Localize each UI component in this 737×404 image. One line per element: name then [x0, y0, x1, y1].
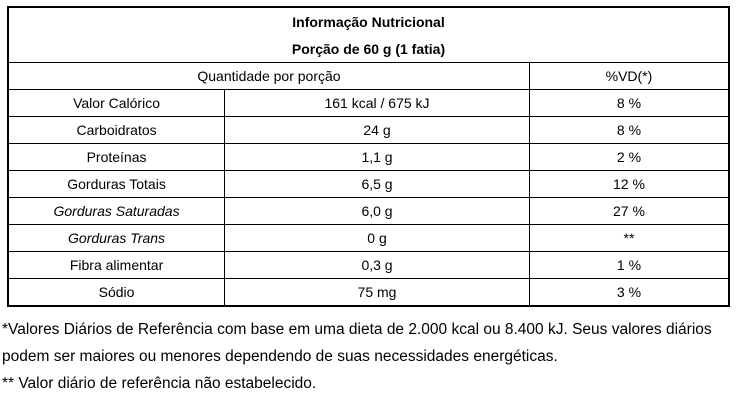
amount-column-header: Quantidade por porção [7, 62, 530, 90]
title-row: Informação Nutricional Porção de 60 g (1… [7, 6, 730, 63]
nutrient-label: Carboidratos [7, 116, 226, 144]
nutrient-dv: 8 % [528, 89, 730, 117]
nutrient-label: Sódio [7, 278, 226, 307]
nutrient-label: Gorduras Trans [7, 224, 226, 252]
nutrient-amount: 6,0 g [224, 197, 530, 225]
table-row: Gorduras Totais 6,5 g 12 % [7, 170, 730, 198]
nutrient-amount: 6,5 g [224, 170, 530, 198]
nutrient-label: Gorduras Saturadas [7, 197, 226, 225]
footnote-not-established: ** Valor diário de referência não estabe… [2, 375, 317, 392]
nutrient-dv: ** [528, 224, 730, 252]
nutrient-dv: 27 % [528, 197, 730, 225]
footnote-daily-values: *Valores Diários de Referência com base … [2, 321, 712, 365]
nutrient-label: Proteínas [7, 143, 226, 171]
nutrition-table: Informação Nutricional Porção de 60 g (1… [7, 6, 730, 307]
nutrient-amount: 161 kcal / 675 kJ [224, 89, 530, 117]
portion-size: Porção de 60 g (1 fatia) [291, 41, 446, 57]
nutrient-amount: 24 g [224, 116, 530, 144]
table-row: Gorduras Saturadas 6,0 g 27 % [7, 197, 730, 225]
nutrient-amount: 0,3 g [224, 251, 530, 279]
nutrient-dv: 2 % [528, 143, 730, 171]
column-header-row: Quantidade por porção %VD(*) [7, 62, 730, 90]
dv-column-header: %VD(*) [528, 62, 730, 90]
nutrient-dv: 12 % [528, 170, 730, 198]
nutrient-dv: 1 % [528, 251, 730, 279]
footnotes: *Valores Diários de Referência com base … [2, 316, 714, 397]
table-row: Fibra alimentar 0,3 g 1 % [7, 251, 730, 279]
table-row: Valor Calórico 161 kcal / 675 kJ 8 % [7, 89, 730, 117]
table-row: Carboidratos 24 g 8 % [7, 116, 730, 144]
nutrient-label: Fibra alimentar [7, 251, 226, 279]
title-cell: Informação Nutricional Porção de 60 g (1… [7, 6, 730, 63]
nutrient-dv: 8 % [528, 116, 730, 144]
nutrient-dv: 3 % [528, 278, 730, 307]
nutrient-amount: 1,1 g [224, 143, 530, 171]
table-row: Gorduras Trans 0 g ** [7, 224, 730, 252]
nutrient-amount: 75 mg [224, 278, 530, 307]
table-title: Informação Nutricional [292, 14, 445, 30]
nutrient-amount: 0 g [224, 224, 530, 252]
table-row: Sódio 75 mg 3 % [7, 278, 730, 307]
table-row: Proteínas 1,1 g 2 % [7, 143, 730, 171]
nutrient-label: Valor Calórico [7, 89, 226, 117]
nutrient-label: Gorduras Totais [7, 170, 226, 198]
